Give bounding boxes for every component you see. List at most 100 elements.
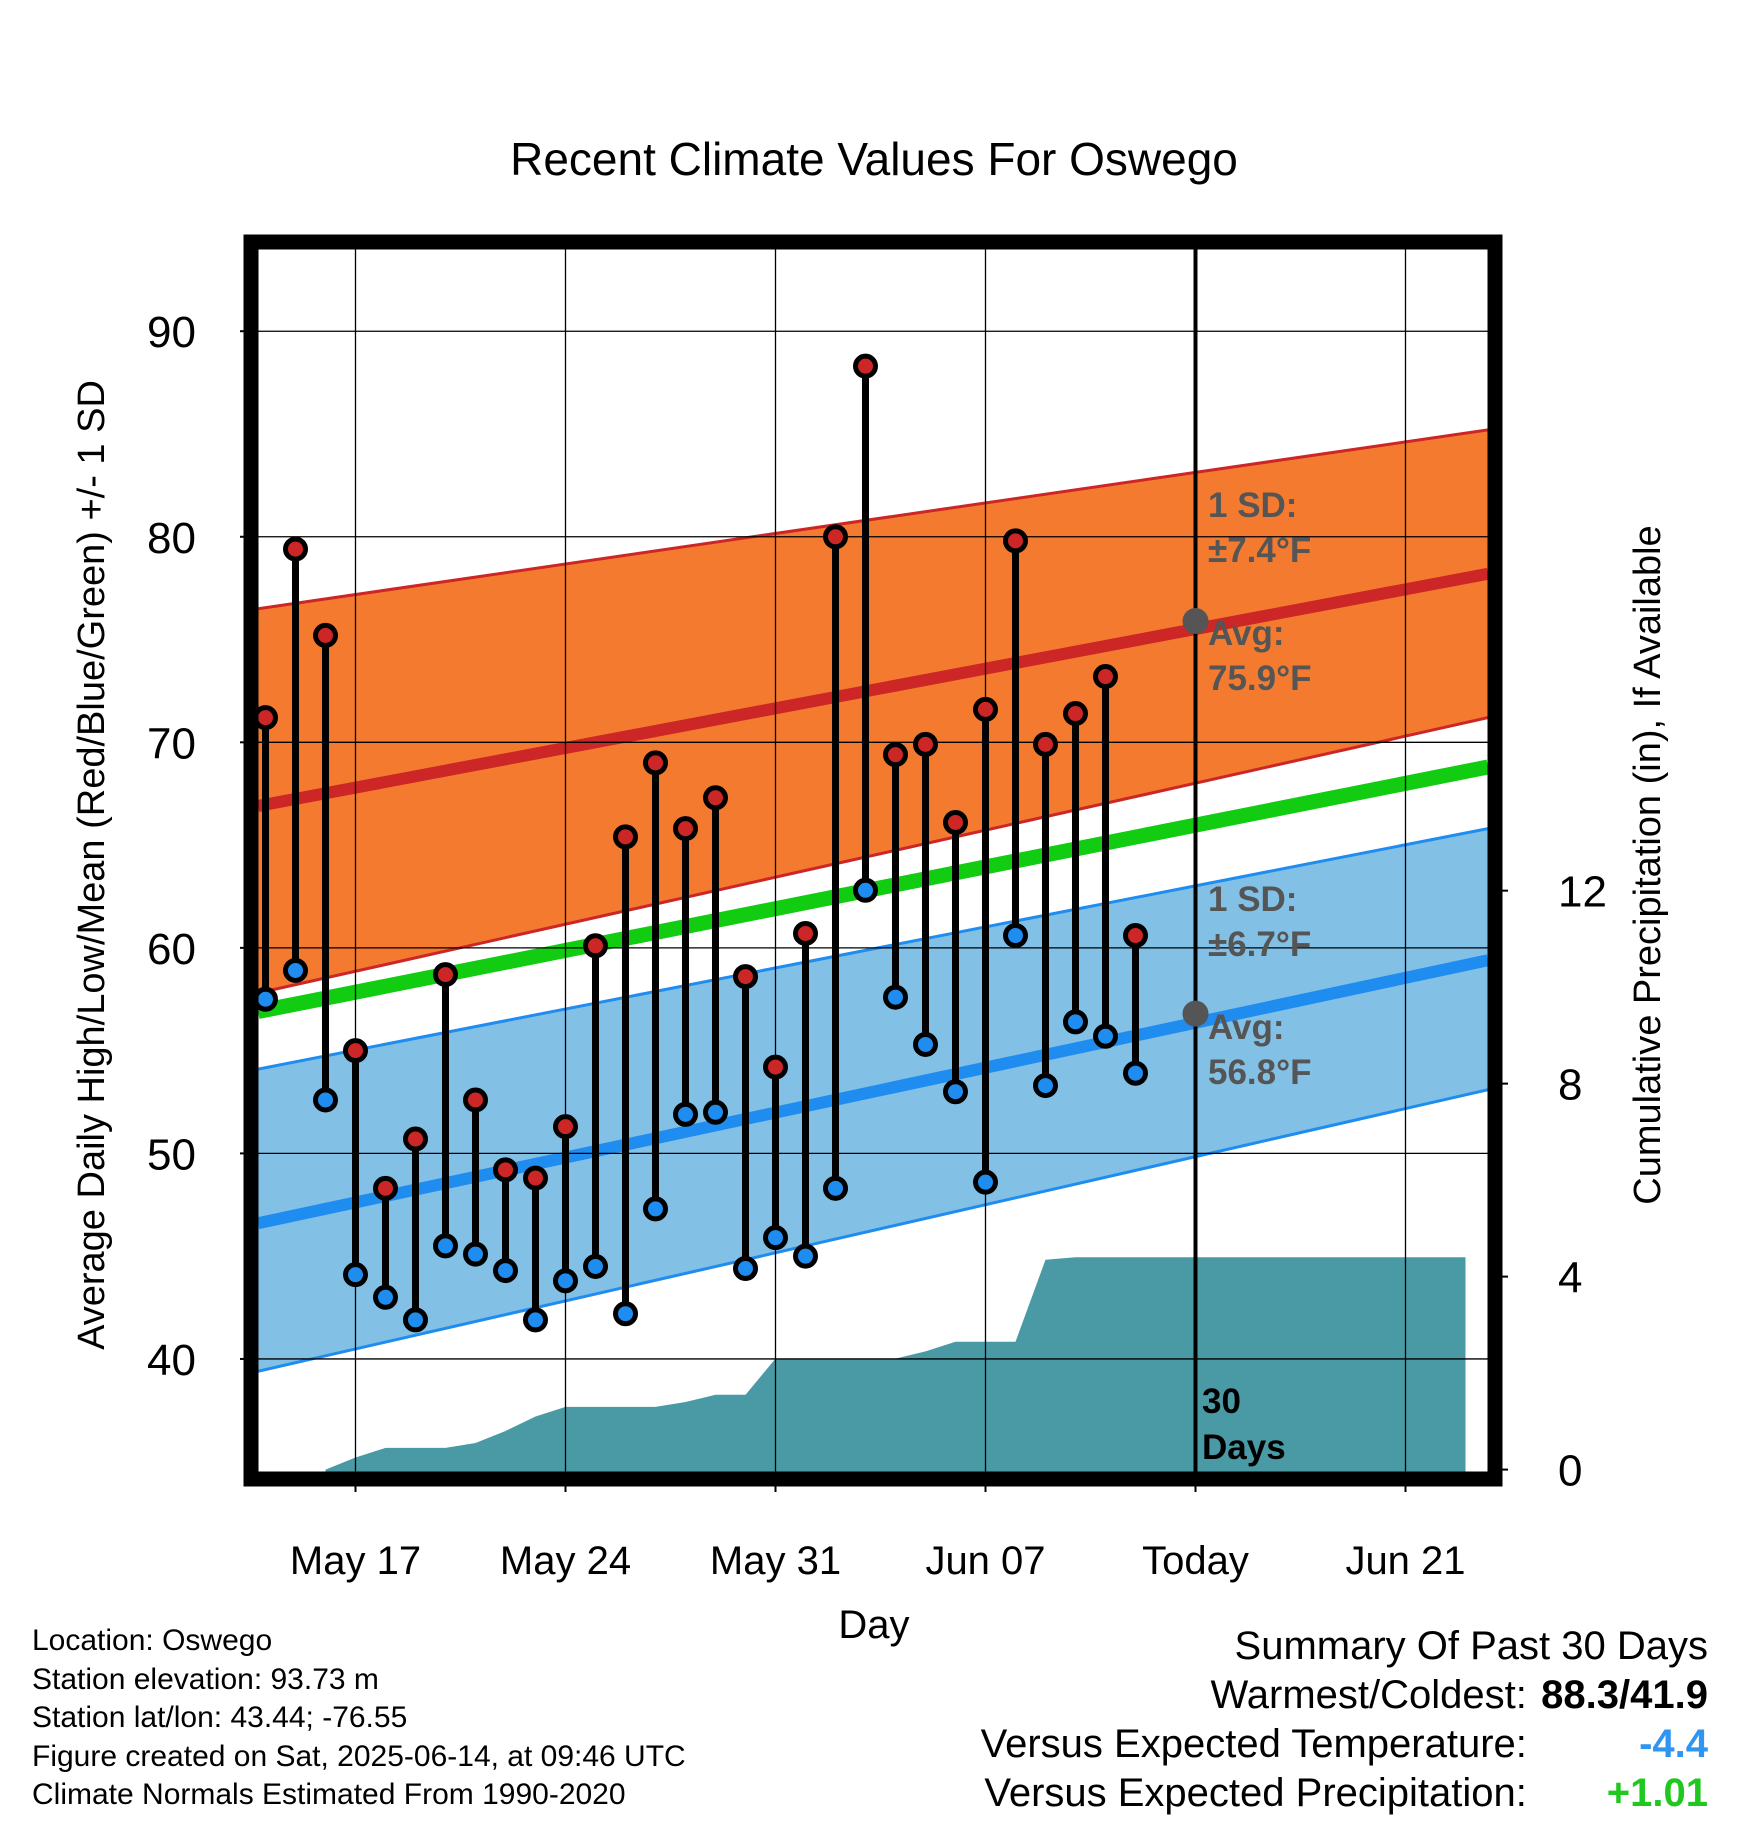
left-tick-label: 40 [147,1336,196,1385]
high-temp-marker [583,933,608,959]
low-temp-marker [373,1284,398,1310]
high-temp-marker [373,1175,398,1201]
low-temp-marker [823,1175,848,1201]
elevation-text: Station elevation: 93.73 m [32,1662,379,1696]
right-tick-label: 4 [1558,1254,1582,1303]
summary-panel: Summary Of Past 30 Days Warmest/Coldest:… [981,1622,1708,1818]
low-temp-marker [463,1241,488,1267]
low-temp-marker [1033,1073,1058,1099]
high-temp-marker [1123,923,1148,949]
low-avg-value: 56.8°F [1208,1053,1312,1092]
high-temp-marker [433,962,458,988]
high-temp-marker [523,1165,548,1191]
low-temp-marker [973,1169,998,1195]
low-temp-marker [913,1031,938,1057]
low-temp-marker [703,1099,728,1125]
low-avg-label: Avg: [1208,1008,1284,1047]
low-temp-marker [583,1253,608,1279]
left-tick-label: 90 [147,308,196,357]
x-tick-label: May 31 [710,1539,841,1583]
low-sd-upper-line [258,827,1488,1071]
low-temp-marker [1003,923,1028,949]
days-annotation: 30 Days [1202,1382,1286,1467]
x-tick-label: May 24 [500,1539,631,1583]
high-temp-marker [493,1157,518,1183]
high-temp-marker [463,1087,488,1113]
low-temp-marker [343,1262,368,1288]
low-temp-marker [883,984,908,1010]
plot-frame [243,234,1503,1487]
location-text: Location: Oswego [32,1624,273,1657]
today-low-avg-marker [1182,1000,1209,1027]
high-temp-marker [553,1114,578,1140]
left-axis-label: Average Daily High/Low/Mean (Red/Blue/Gr… [71,380,113,1350]
low-temp-marker [553,1268,578,1294]
high-avg-label: Avg: [1208,614,1284,653]
high-temp-marker [763,1054,788,1080]
high-avg-value: 75.9°F [1208,659,1312,698]
high-temp-marker [853,353,878,379]
plot-area [258,249,1488,1472]
high-temp-marker [1033,731,1058,757]
low-temp-marker [643,1196,668,1222]
low-sd-lower-line [258,1088,1488,1373]
low-temp-marker [403,1307,428,1333]
high-temp-marker [1063,701,1088,727]
right-tick-label: 0 [1558,1447,1582,1496]
low-temp-marker [853,877,878,903]
low-temp-marker [433,1233,458,1259]
low-temp-marker [733,1256,758,1282]
axes: 40 50 60 70 80 90 0 4 8 12 May 17 May 24 May 31 Jun 0… [147,234,1607,1583]
high-temp-marker [943,809,968,835]
warm-cold-row: Warmest/Coldest: 88.3/41.9 [981,1671,1709,1720]
created-text: Figure created on Sat, 2025-06-14, at 09… [32,1739,686,1773]
low-normal-annotation: 1 SD: ±6.7°F Avg: 56.8°F [1208,880,1312,1092]
low-temp-marker [943,1079,968,1105]
high-normal-annotation: 1 SD: ±7.4°F Avg: 75.9°F [1208,486,1312,698]
warm-cold-label: Warmest/Coldest: [1210,1673,1527,1717]
high-sd-upper-line [258,428,1488,611]
high-temp-marker [913,731,938,757]
summary-title: Summary Of Past 30 Days [1234,1624,1708,1668]
high-temp-marker [643,750,668,776]
precipitation-area [325,1257,1466,1472]
today-high-avg-marker [1182,608,1209,635]
x-tick-label: Today [1142,1539,1249,1583]
left-tick-label: 80 [147,514,196,563]
low-temp-marker [793,1243,818,1269]
high-temp-marker [673,816,698,842]
low-temp-marker [258,986,278,1012]
low-temp-marker [1063,1009,1088,1035]
x-axis-label: Day [838,1603,909,1647]
high-temp-marker [403,1126,428,1152]
days-word: Days [1202,1428,1286,1467]
high-temp-marker [793,920,818,946]
temp-diff-value: -4.4 [1639,1722,1708,1766]
low-temp-marker [1123,1060,1148,1086]
normals-text: Climate Normals Estimated From 1990-2020 [32,1778,626,1811]
low-temp-marker [673,1101,698,1127]
left-tick-label: 60 [147,925,196,974]
high-temp-marker [613,824,638,850]
station-info: Location: Oswego Station elevation: 93.7… [32,1622,686,1815]
low-temp-marker [523,1307,548,1333]
high-temp-marker [883,742,908,768]
chart-title: Recent Climate Values For Oswego [510,133,1238,185]
low-temp-marker [613,1301,638,1327]
low-temp-marker [313,1087,338,1113]
warm-cold-value: 88.3/41.9 [1541,1673,1708,1717]
low-avg-line [258,954,1488,1230]
high-temp-marker [973,696,998,722]
temp-diff-row: Versus Expected Temperature: -4.4 [981,1720,1708,1769]
right-tick-label: 12 [1558,868,1607,917]
low-sd-label: 1 SD: [1208,880,1297,919]
precip-diff-value: +1.01 [1606,1771,1708,1815]
low-temp-marker [283,957,308,983]
high-sd-lower-line [258,716,1488,995]
high-temp-marker [733,964,758,990]
high-temp-marker [1003,528,1028,554]
high-sd-value: ±7.4°F [1208,531,1311,570]
high-temp-marker [703,785,728,811]
precip-diff-row: Versus Expected Precipitation: +1.01 [981,1769,1708,1818]
